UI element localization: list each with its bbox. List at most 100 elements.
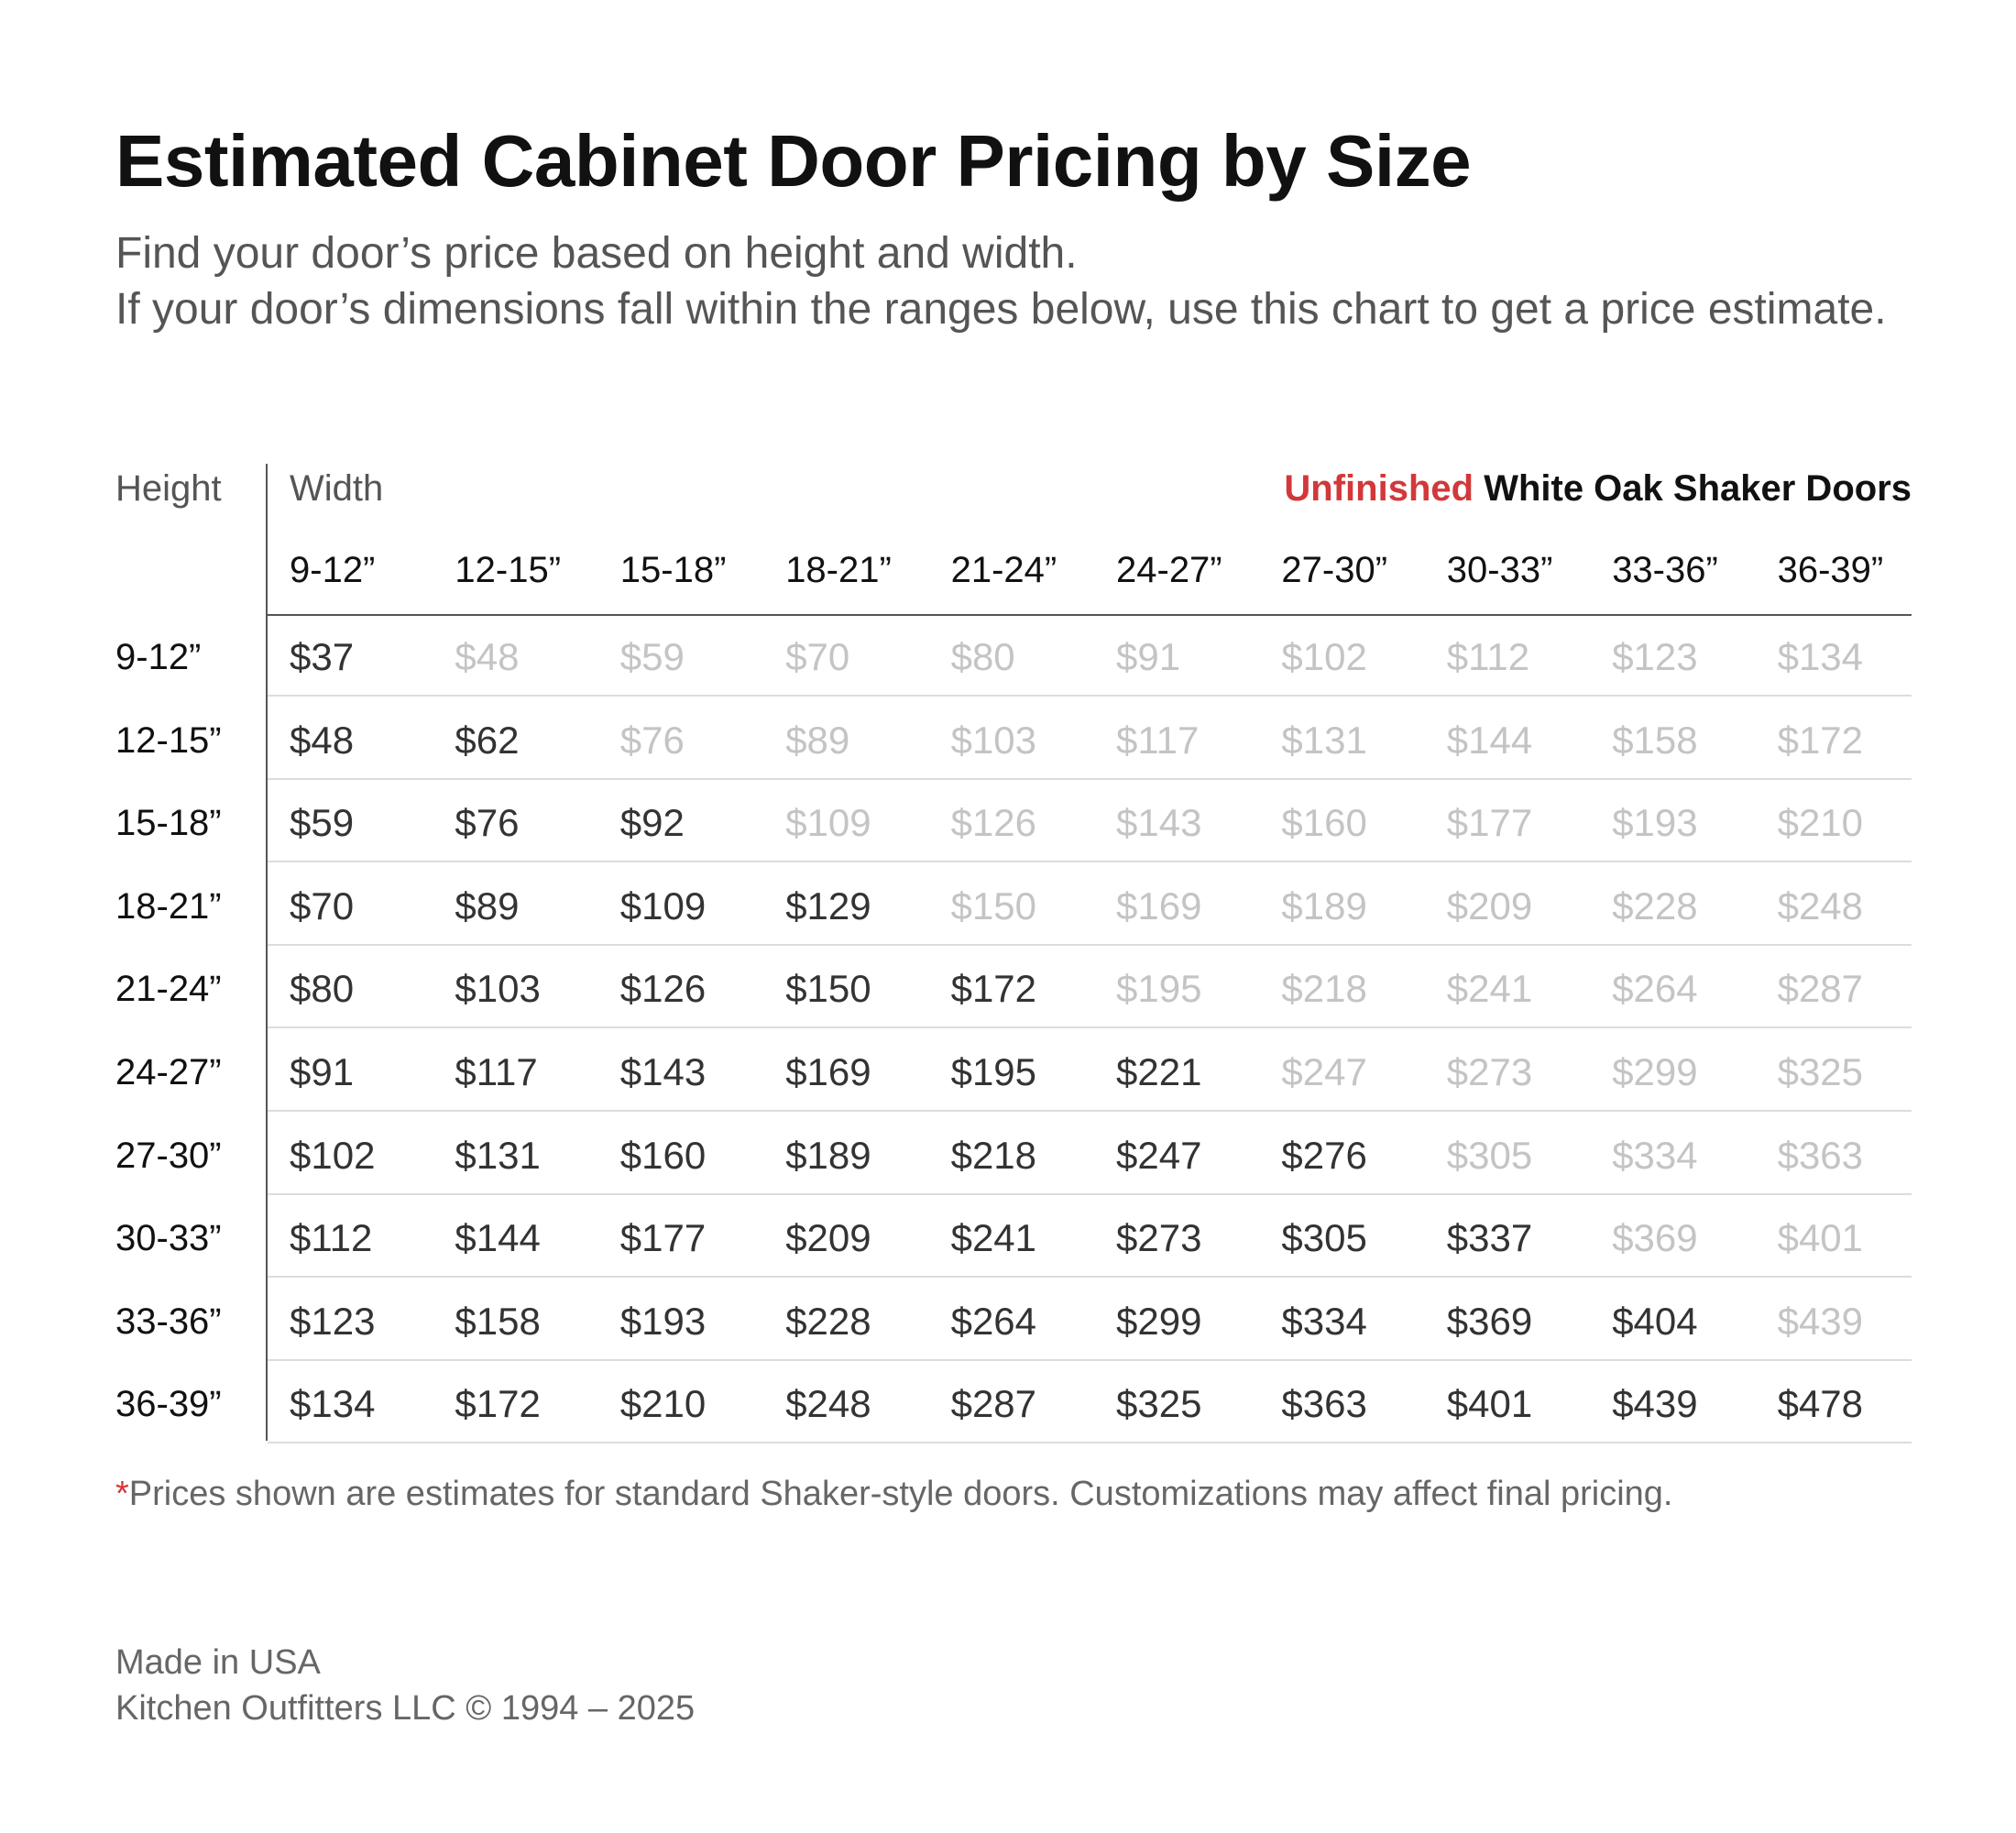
- price-cell: $287: [1777, 967, 1864, 1011]
- price-cell: $363: [1777, 1133, 1864, 1177]
- price-cell: $177: [1446, 801, 1533, 845]
- price-cell: $160: [619, 1133, 707, 1177]
- price-cell: $158: [455, 1299, 541, 1343]
- price-cell: $337: [1446, 1216, 1533, 1260]
- price-cell: $248: [1777, 884, 1864, 927]
- price-cell: $172: [1777, 718, 1864, 762]
- price-cell: $172: [950, 967, 1037, 1011]
- row-divider: [268, 1192, 1912, 1195]
- height-range-header: 27-30”: [115, 1135, 222, 1176]
- height-range-header: 36-39”: [115, 1384, 222, 1425]
- price-cell: $177: [619, 1216, 707, 1260]
- price-cell: $247: [1281, 1050, 1367, 1093]
- height-range-header: 24-27”: [115, 1052, 222, 1092]
- price-cell: $144: [1446, 718, 1533, 762]
- price-cell: $59: [290, 801, 355, 845]
- price-cell: $193: [1612, 801, 1698, 845]
- price-cell: $76: [619, 718, 685, 762]
- price-cell: $273: [1446, 1050, 1533, 1093]
- price-cell: $195: [1116, 967, 1202, 1011]
- price-cell: $131: [1281, 718, 1367, 762]
- footnote-marker: *: [115, 1475, 129, 1513]
- price-cell: $48: [290, 718, 355, 762]
- price-cell: $126: [950, 801, 1037, 845]
- price-cell: $264: [950, 1299, 1037, 1343]
- price-cell: $92: [619, 801, 685, 845]
- price-cell: $126: [619, 967, 707, 1011]
- price-cell: $48: [455, 635, 520, 678]
- width-range-header: 18-21”: [785, 550, 892, 590]
- width-range-header: 9-12”: [290, 550, 376, 590]
- price-cell: $143: [1116, 801, 1202, 845]
- price-cell: $273: [1116, 1216, 1202, 1260]
- price-cell: $439: [1612, 1382, 1698, 1426]
- price-cell: $299: [1612, 1050, 1698, 1093]
- price-cell: $123: [1612, 635, 1698, 678]
- price-cell: $80: [290, 967, 355, 1011]
- price-cell: $189: [785, 1133, 871, 1177]
- footnote: *Prices shown are estimates for standard…: [115, 1472, 1673, 1516]
- row-divider: [268, 861, 1912, 863]
- row-divider: [268, 1276, 1912, 1279]
- price-cell: $195: [950, 1050, 1037, 1093]
- product-title-accent: Unfinished: [1284, 468, 1474, 509]
- row-divider: [268, 1026, 1912, 1029]
- price-cell: $150: [950, 884, 1037, 927]
- price-cell: $287: [950, 1382, 1037, 1426]
- page-title: Estimated Cabinet Door Pricing by Size: [115, 120, 1472, 202]
- price-cell: $103: [455, 967, 541, 1011]
- price-cell: $325: [1116, 1382, 1202, 1426]
- height-axis-label: Height: [115, 468, 222, 509]
- height-range-header: 9-12”: [115, 637, 202, 677]
- subtitle-line-1: Find your door’s price based on height a…: [115, 229, 1078, 278]
- price-cell: $404: [1612, 1299, 1698, 1343]
- row-divider: [268, 1442, 1912, 1444]
- price-cell: $144: [455, 1216, 541, 1260]
- price-cell: $123: [290, 1299, 376, 1343]
- subtitle-line-2: If your door’s dimensions fall within th…: [115, 285, 1887, 334]
- height-range-header: 15-18”: [115, 803, 222, 844]
- price-cell: $209: [1446, 884, 1533, 927]
- price-cell: $160: [1281, 801, 1367, 845]
- price-cell: $172: [455, 1382, 541, 1426]
- price-cell: $158: [1612, 718, 1698, 762]
- price-cell: $325: [1777, 1050, 1864, 1093]
- price-cell: $334: [1281, 1299, 1367, 1343]
- price-cell: $241: [1446, 967, 1533, 1011]
- price-cell: $218: [1281, 967, 1367, 1011]
- price-cell: $169: [785, 1050, 871, 1093]
- price-cell: $401: [1446, 1382, 1533, 1426]
- row-divider: [268, 777, 1912, 780]
- price-cell: $150: [785, 967, 871, 1011]
- width-range-header: 21-24”: [950, 550, 1057, 590]
- width-range-header: 15-18”: [619, 550, 727, 590]
- row-divider: [268, 1110, 1912, 1112]
- price-cell: $369: [1612, 1216, 1698, 1260]
- price-cell: $112: [290, 1216, 373, 1260]
- height-range-header: 12-15”: [115, 719, 222, 761]
- price-cell: $117: [1116, 718, 1200, 762]
- price-cell: $131: [455, 1133, 541, 1177]
- price-cell: $193: [619, 1299, 707, 1343]
- price-cell: $169: [1116, 884, 1202, 927]
- price-cell: $102: [1281, 635, 1367, 678]
- price-cell: $80: [950, 635, 1015, 678]
- width-range-header: 36-39”: [1777, 550, 1884, 590]
- height-range-header: 30-33”: [115, 1218, 222, 1259]
- price-cell: $129: [785, 884, 871, 927]
- price-cell: $91: [1116, 635, 1181, 678]
- row-divider: [268, 1358, 1912, 1361]
- price-cell: $363: [1281, 1382, 1367, 1426]
- product-title: Unfinished White Oak Shaker Doors: [1284, 466, 1912, 511]
- price-cell: $91: [290, 1050, 355, 1093]
- price-cell: $70: [785, 635, 850, 678]
- price-cell: $248: [785, 1382, 871, 1426]
- price-cell: $210: [1777, 801, 1864, 845]
- height-range-header: 33-36”: [115, 1301, 222, 1342]
- width-axis-label: Width: [290, 468, 384, 509]
- price-cell: $37: [290, 635, 355, 678]
- price-cell: $305: [1281, 1216, 1367, 1260]
- page-subtitle: Find your door’s price based on height a…: [115, 225, 1930, 337]
- copyright-label: Kitchen Outfitters LLC © 1994 – 2025: [115, 1689, 696, 1728]
